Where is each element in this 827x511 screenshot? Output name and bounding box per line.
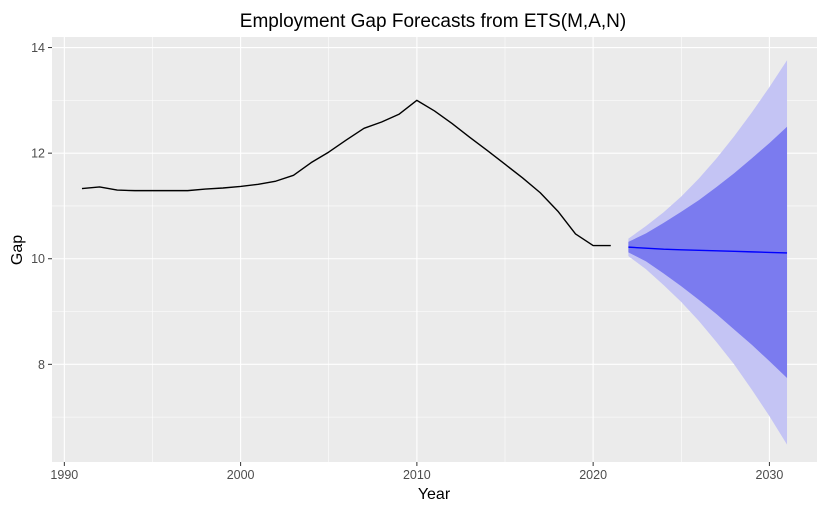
x-tick-label: 2010 — [403, 468, 431, 482]
interval-band-80 — [628, 126, 788, 379]
x-tick-label: 1990 — [50, 468, 78, 482]
y-axis-title: Gap — [9, 235, 26, 265]
y-tick-label: 10 — [31, 252, 45, 266]
chart-title: Employment Gap Forecasts from ETS(M,A,N) — [240, 11, 626, 32]
x-tick-label: 2000 — [227, 468, 255, 482]
history-line — [81, 99, 611, 247]
y-tick-label: 14 — [31, 41, 45, 55]
y-tick-label: 8 — [38, 358, 45, 372]
prediction-intervals — [628, 60, 788, 445]
axis-ticks: 1990 2000 2010 2020 2030 8 10 12 14 — [31, 41, 783, 482]
x-axis-title: Year — [418, 486, 451, 503]
x-tick-label: 2020 — [579, 468, 607, 482]
gridlines — [52, 37, 817, 462]
forecast-line — [628, 246, 788, 254]
y-tick-label: 12 — [31, 147, 45, 161]
series-lines — [81, 99, 788, 254]
x-tick-label: 2030 — [756, 468, 784, 482]
